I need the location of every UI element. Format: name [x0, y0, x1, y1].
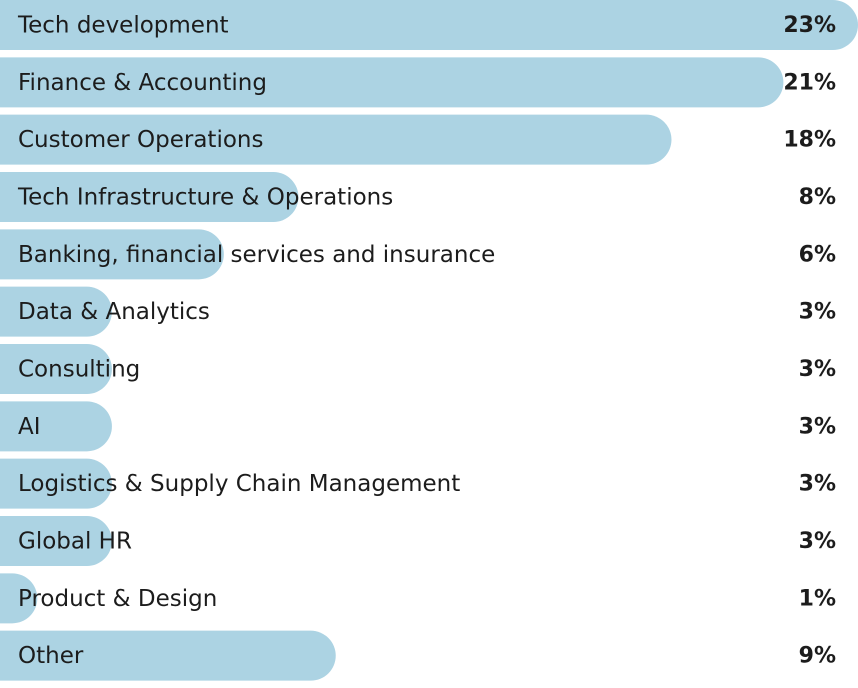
value-label: 21%: [783, 70, 836, 95]
category-label: Customer Operations: [18, 127, 263, 153]
category-label: Other: [18, 643, 84, 669]
value-label: 23%: [783, 13, 836, 38]
category-label: Finance & Accounting: [18, 70, 267, 96]
value-label: 18%: [783, 128, 836, 153]
value-label: 3%: [799, 472, 836, 497]
bar: [0, 286, 112, 337]
category-label: Data & Analytics: [18, 299, 210, 325]
category-label: Tech development: [17, 13, 229, 39]
bar: [0, 630, 336, 681]
bar: [0, 573, 38, 624]
category-label: Tech Infrastructure & Operations: [17, 185, 393, 211]
bar: [0, 401, 112, 452]
value-label: 1%: [799, 586, 836, 611]
value-label: 3%: [799, 300, 836, 325]
bar: [0, 343, 112, 394]
bar: [0, 57, 784, 108]
bar: [0, 516, 112, 566]
category-label: Logistics & Supply Chain Management: [18, 471, 460, 497]
value-label: 3%: [799, 414, 836, 439]
bar: [0, 229, 224, 280]
value-label: 6%: [799, 242, 836, 267]
bar: [0, 0, 858, 50]
value-label: 3%: [799, 529, 836, 554]
value-label: 3%: [799, 357, 836, 382]
category-label: Banking, financial services and insuranc…: [18, 242, 495, 268]
category-label: Consulting: [18, 357, 140, 383]
bar: [0, 458, 112, 509]
bar: [0, 114, 672, 165]
value-label: 9%: [799, 644, 836, 669]
bar: [0, 172, 299, 222]
category-label: Product & Design: [18, 586, 217, 612]
category-label: AI: [18, 414, 41, 440]
category-label: Global HR: [18, 529, 132, 555]
value-label: 8%: [799, 185, 836, 210]
